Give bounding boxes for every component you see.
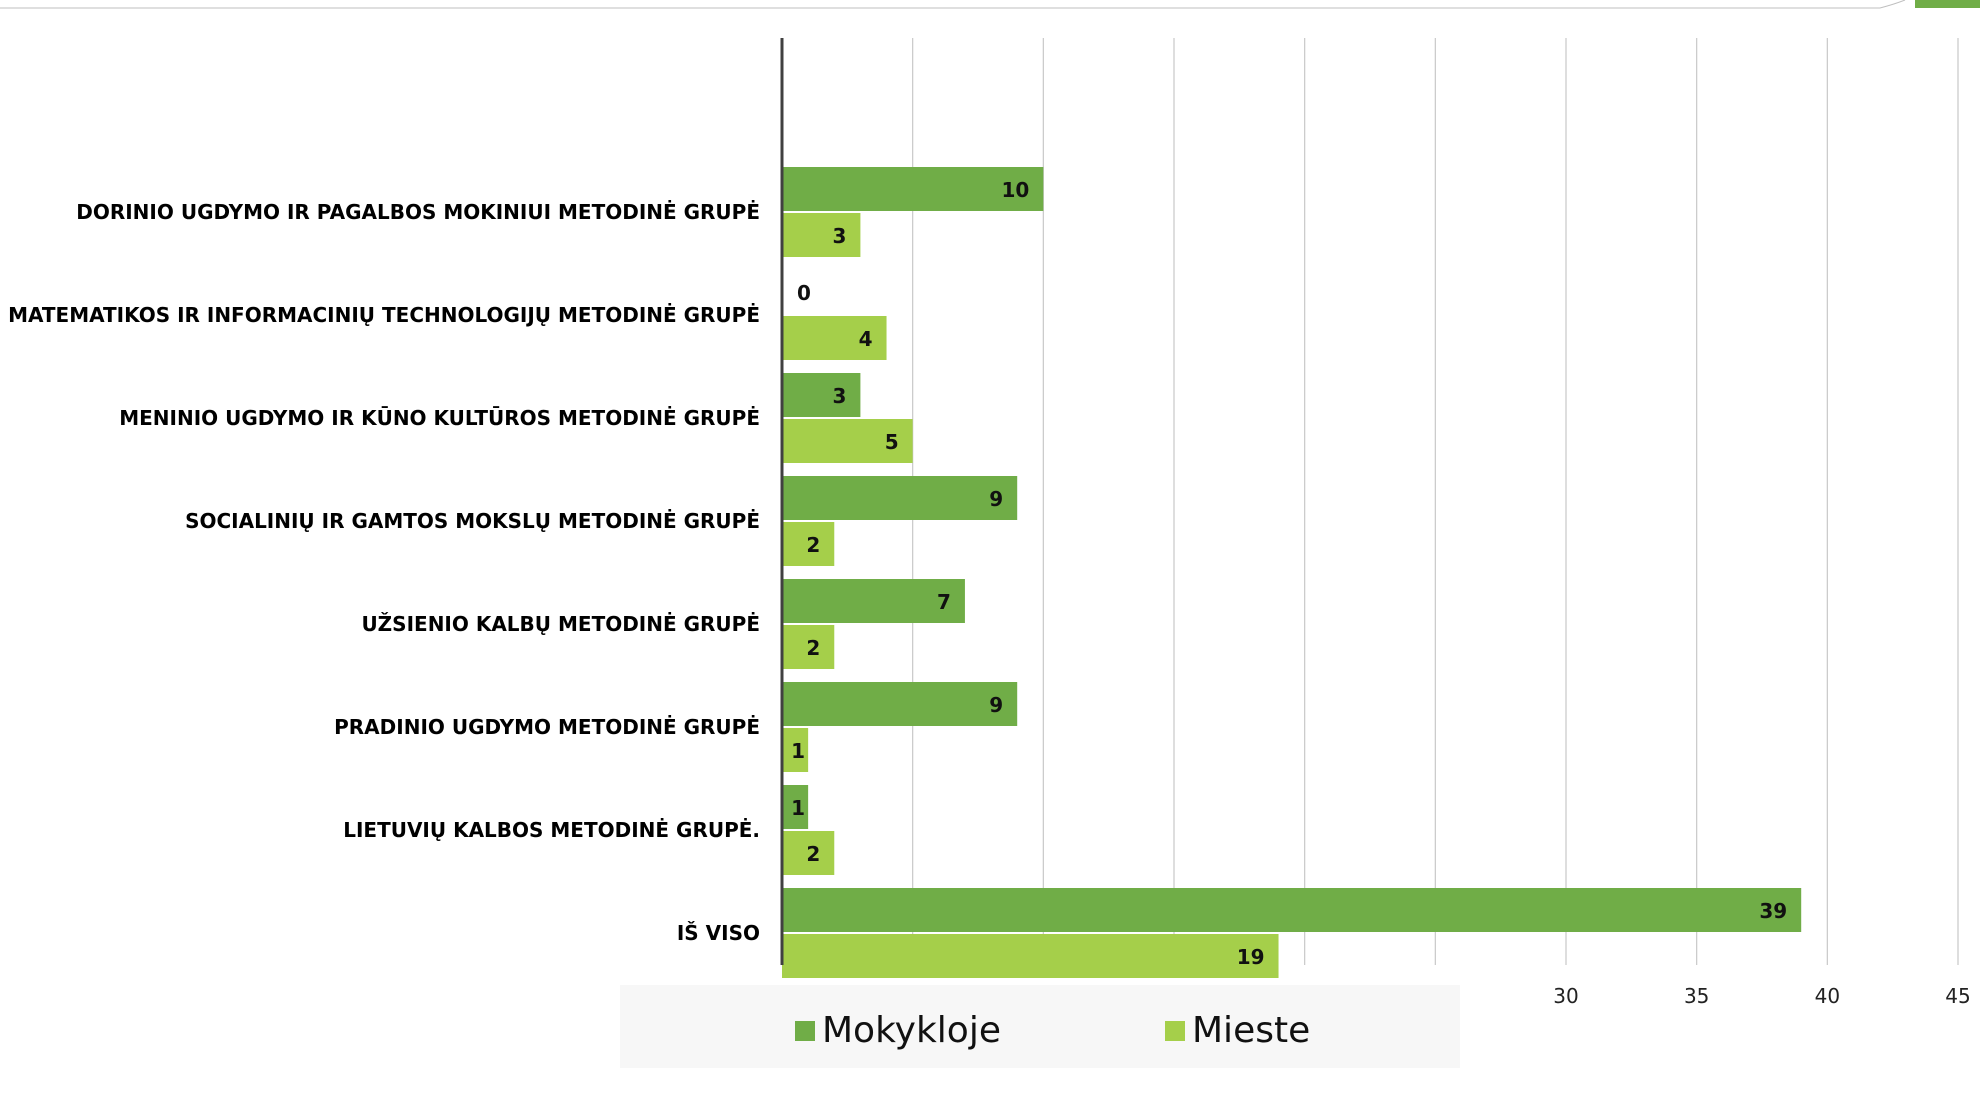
data-label: 0 — [797, 281, 811, 305]
data-label: 5 — [885, 430, 899, 454]
category-label: SOCIALINIŲ IR GAMTOS MOKSLŲ METODINĖ GRU… — [185, 509, 760, 533]
bar-mieste — [782, 625, 835, 669]
bar-mokykloje — [782, 682, 1018, 726]
data-label: 10 — [1001, 178, 1029, 202]
gridlines — [912, 38, 1959, 965]
x-tick-label: 40 — [1815, 984, 1840, 1008]
data-label: 4 — [859, 327, 873, 351]
legend-background — [620, 985, 1460, 1068]
bar-mokykloje — [782, 476, 1018, 520]
bar-mokykloje — [782, 167, 1044, 211]
data-label: 9 — [989, 693, 1003, 717]
bar-mokykloje — [782, 785, 809, 829]
bar-mieste — [782, 316, 887, 360]
legend-label-mokykloje: Mokykloje — [822, 1010, 1001, 1051]
data-label: 1 — [791, 739, 805, 763]
bar-mieste — [782, 522, 835, 566]
bar-mokykloje — [782, 373, 861, 417]
top-border-curve — [1879, 0, 1906, 9]
category-label: PRADINIO UGDYMO METODINĖ GRUPĖ — [334, 715, 760, 739]
data-label: 7 — [937, 590, 951, 614]
legend-label-mieste: Mieste — [1192, 1010, 1310, 1051]
bar-mieste — [782, 419, 913, 463]
data-label: 19 — [1237, 945, 1265, 969]
category-label: MATEMATIKOS IR INFORMACINIŲ TECHNOLOGIJŲ… — [8, 303, 760, 327]
x-tick-label: 35 — [1684, 984, 1709, 1008]
data-label: 1 — [791, 796, 805, 820]
category-label: IŠ VISO — [677, 921, 760, 945]
bar-mieste — [782, 934, 1279, 978]
bar-mokykloje — [782, 888, 1802, 932]
legend-swatch-mokykloje — [795, 1021, 815, 1041]
data-label: 3 — [832, 224, 846, 248]
x-tick-label: 30 — [1553, 984, 1578, 1008]
bar-mieste — [782, 728, 809, 772]
legend: Mokykloje Mieste — [620, 985, 1460, 1068]
bar-mieste — [782, 213, 861, 257]
legend-swatch-mieste — [1165, 1021, 1185, 1041]
data-label: 9 — [989, 487, 1003, 511]
data-label: 39 — [1759, 899, 1787, 923]
data-label: 2 — [806, 636, 820, 660]
data-label: 3 — [832, 384, 846, 408]
category-label: MENINIO UGDYMO IR KŪNO KULTŪROS METODINĖ… — [119, 406, 760, 430]
category-label: DORINIO UGDYMO IR PAGALBOS MOKINIUI METO… — [76, 200, 760, 224]
data-label: 2 — [806, 533, 820, 557]
corner-accent — [1915, 0, 1980, 8]
category-labels: DORINIO UGDYMO IR PAGALBOS MOKINIUI METO… — [8, 200, 760, 945]
bars — [782, 167, 1802, 978]
category-label: LIETUVIŲ KALBOS METODINĖ GRUPĖ. — [343, 818, 760, 842]
bar-mieste — [782, 831, 835, 875]
data-label: 2 — [806, 842, 820, 866]
bar-mokykloje — [782, 579, 965, 623]
x-tick-label: 45 — [1945, 984, 1970, 1008]
category-label: UŽSIENIO KALBŲ METODINĖ GRUPĖ — [361, 612, 760, 636]
